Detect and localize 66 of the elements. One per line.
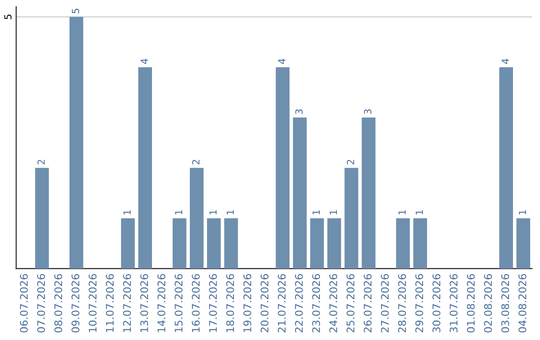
- bar: [413, 218, 428, 269]
- x-tick-label: 22.07.2026: [294, 274, 303, 332]
- bar: [69, 16, 84, 269]
- data-label: 1: [518, 210, 526, 214]
- data-label: 1: [398, 210, 406, 214]
- bar: [276, 67, 290, 269]
- x-tick-label: 12.07.2026: [123, 274, 131, 332]
- data-label: 1: [124, 210, 131, 214]
- x-tick-label: 29.07.2026: [415, 274, 424, 332]
- x-tick-label: 09.07.2026: [72, 274, 80, 332]
- data-label: 3: [364, 109, 372, 114]
- x-tick-label: 17.07.2026: [209, 274, 217, 332]
- x-tick-label: 31.07.2026: [450, 274, 458, 332]
- data-label: 5: [72, 8, 80, 14]
- data-label: 1: [330, 210, 337, 214]
- x-tick-label: 28.07.2026: [398, 274, 406, 332]
- x-tick-label: 08.07.2026: [54, 274, 62, 332]
- bar: [35, 168, 49, 269]
- bar: [499, 67, 513, 269]
- x-tick-label: 20.07.2026: [260, 274, 268, 332]
- x-tick-label: 26.07.2026: [364, 274, 372, 332]
- data-label: 4: [140, 58, 148, 64]
- data-label: 2: [37, 160, 45, 164]
- bar: [172, 218, 186, 269]
- x-tick-label: 19.07.2026: [243, 274, 252, 332]
- x-tick-label: 02.08.2026: [484, 274, 492, 332]
- data-label: 4: [278, 58, 286, 64]
- data-label: 1: [416, 210, 423, 214]
- bar: [121, 218, 135, 269]
- x-tick-label: 14.07.2026: [157, 274, 166, 332]
- x-tick-label: 03.08.2026: [501, 274, 510, 332]
- bar: [516, 218, 530, 269]
- bar: [224, 218, 238, 269]
- x-tick-label: 07.07.2026: [37, 274, 46, 332]
- bar: [207, 218, 221, 269]
- bar: [327, 218, 342, 269]
- x-tick-label: 18.07.2026: [226, 274, 234, 332]
- x-tick-label: 27.07.2026: [380, 274, 389, 332]
- x-tick-label: 10.07.2026: [88, 274, 97, 332]
- data-label: 1: [312, 210, 320, 214]
- data-label: 1: [175, 210, 182, 214]
- x-tick-label: 04.08.2026: [518, 274, 526, 332]
- bar: [138, 67, 152, 269]
- x-tick-label: 21.07.2026: [278, 274, 286, 332]
- x-tick-label: 06.07.2026: [20, 274, 28, 332]
- x-tick-label: 01.08.2026: [466, 274, 475, 332]
- bar: [396, 218, 410, 269]
- x-tick-label: 23.07.2026: [312, 274, 320, 332]
- x-tick-label: 16.07.2026: [192, 274, 200, 332]
- data-label: 1: [209, 210, 217, 214]
- bar: [190, 168, 204, 269]
- bar: [362, 118, 376, 269]
- data-label: 3: [295, 109, 303, 114]
- data-label: 2: [346, 160, 354, 164]
- x-tick-label: 15.07.2026: [174, 274, 183, 332]
- bar: [310, 218, 324, 269]
- x-tick-label: 24.07.2026: [329, 274, 338, 332]
- x-tick-label: 13.07.2026: [140, 274, 148, 332]
- x-tick-label: 30.07.2026: [432, 274, 440, 332]
- x-tick-label: 25.07.2026: [346, 274, 354, 332]
- x-tick-label: 11.07.2026: [106, 274, 114, 332]
- bar: [344, 168, 358, 269]
- data-label: 1: [226, 210, 234, 214]
- data-label: 2: [192, 160, 200, 164]
- data-label: 4: [502, 58, 509, 64]
- bar: [292, 118, 307, 269]
